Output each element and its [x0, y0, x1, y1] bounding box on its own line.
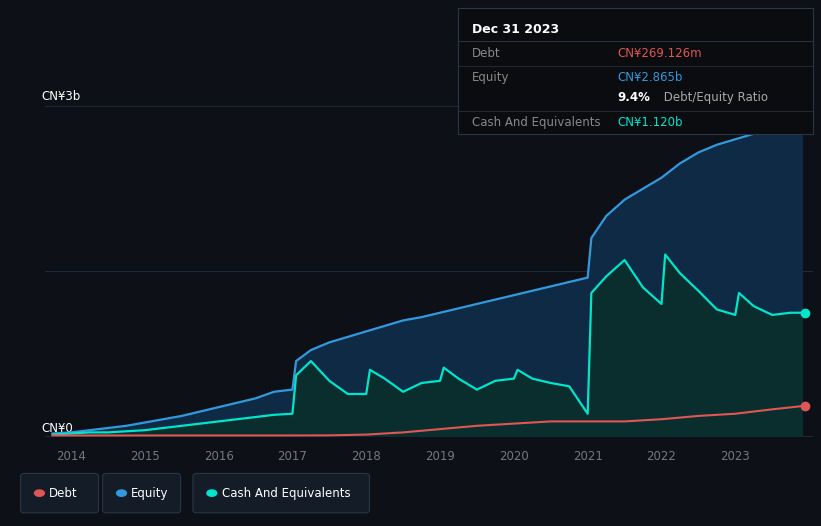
Text: CN¥269.126m: CN¥269.126m — [617, 47, 702, 60]
Text: CN¥1.120b: CN¥1.120b — [617, 116, 683, 129]
Text: CN¥3b: CN¥3b — [41, 90, 80, 103]
Text: CN¥2.865b: CN¥2.865b — [617, 71, 683, 84]
Text: Dec 31 2023: Dec 31 2023 — [472, 23, 559, 36]
Text: Debt: Debt — [472, 47, 501, 60]
Text: Debt: Debt — [49, 487, 78, 500]
Text: Cash And Equivalents: Cash And Equivalents — [222, 487, 351, 500]
Text: Equity: Equity — [131, 487, 169, 500]
Text: CN¥0: CN¥0 — [41, 422, 73, 436]
Text: 9.4%: 9.4% — [617, 91, 650, 104]
Text: Cash And Equivalents: Cash And Equivalents — [472, 116, 601, 129]
Text: Equity: Equity — [472, 71, 510, 84]
Text: Debt/Equity Ratio: Debt/Equity Ratio — [660, 91, 768, 104]
